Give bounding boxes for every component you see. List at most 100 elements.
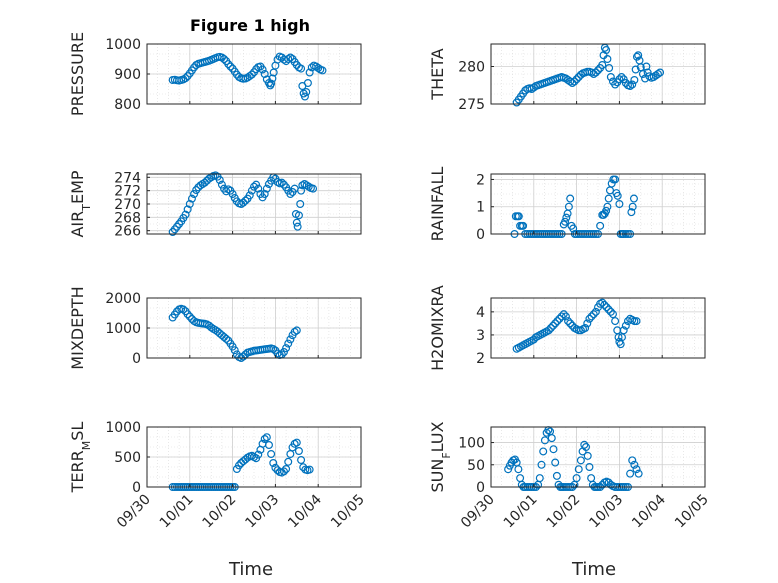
data-point xyxy=(305,465,314,474)
data-point xyxy=(190,190,199,199)
data-point xyxy=(605,63,614,72)
y-tick-label: 0 xyxy=(476,480,485,496)
data-point xyxy=(222,334,231,343)
data-point xyxy=(603,54,612,63)
data-point xyxy=(262,184,271,193)
y-tick-label: 270 xyxy=(114,197,141,213)
data-point xyxy=(629,194,638,203)
data-point xyxy=(626,81,635,90)
data-point xyxy=(181,210,190,219)
data-point xyxy=(628,456,637,465)
y-tick-label: 50 xyxy=(467,458,485,474)
y-axis-label: RAINFALL xyxy=(428,167,447,242)
data-point xyxy=(286,190,295,199)
data-point xyxy=(611,80,620,89)
data-point xyxy=(519,221,528,230)
data-point xyxy=(262,433,271,442)
y-tick-label: 100 xyxy=(458,436,485,452)
data-point xyxy=(606,307,615,316)
x-tick-label: 10/05 xyxy=(672,492,712,532)
data-point xyxy=(286,53,295,62)
data-point xyxy=(179,305,188,314)
data-point xyxy=(309,184,318,193)
data-point xyxy=(207,323,216,332)
data-point xyxy=(269,459,278,468)
data-point xyxy=(277,178,286,187)
data-point xyxy=(589,310,598,319)
x-tick-label: 10/02 xyxy=(200,492,240,532)
data-point xyxy=(626,469,635,478)
data-point xyxy=(245,191,254,200)
data-point xyxy=(297,186,306,195)
data-point xyxy=(566,319,575,328)
data-point xyxy=(297,456,306,465)
data-point xyxy=(254,184,263,193)
data-point xyxy=(268,74,277,83)
data-point xyxy=(559,310,568,319)
data-point xyxy=(602,45,611,54)
y-tick-label: 1 xyxy=(476,200,485,216)
data-point xyxy=(617,72,626,81)
data-point xyxy=(630,460,639,469)
data-point xyxy=(220,54,229,63)
data-point xyxy=(570,77,579,86)
data-point xyxy=(200,178,209,187)
data-point xyxy=(632,465,641,474)
data-point xyxy=(187,194,196,203)
data-point xyxy=(293,222,302,231)
y-tick-label: 266 xyxy=(114,224,141,240)
data-point xyxy=(557,312,566,321)
data-point xyxy=(615,75,624,84)
data-point xyxy=(574,465,583,474)
data-point xyxy=(239,198,248,207)
y-tick-label: 0 xyxy=(476,227,485,243)
data-point xyxy=(279,348,288,357)
data-point xyxy=(247,70,256,79)
data-point xyxy=(514,465,523,474)
x-tick-label: 10/02 xyxy=(544,492,584,532)
y-tick-label: 500 xyxy=(114,450,141,466)
data-point xyxy=(292,326,301,335)
data-point xyxy=(260,435,269,444)
y-tick-label: 2 xyxy=(476,351,485,367)
y-tick-label: 0 xyxy=(132,351,141,367)
data-point xyxy=(566,194,575,203)
data-point xyxy=(279,467,288,476)
data-point xyxy=(583,319,592,328)
data-point xyxy=(628,202,637,211)
data-point xyxy=(656,68,665,77)
x-tick-label: 10/03 xyxy=(242,492,282,532)
data-point xyxy=(572,75,581,84)
data-point xyxy=(297,64,306,73)
x-axis-label-right: Time xyxy=(571,559,616,580)
data-point xyxy=(529,83,538,92)
x-tick-label: 10/04 xyxy=(285,491,325,531)
data-point xyxy=(596,221,605,230)
subplot-h2omixra: 2 3 4 H2OMIXRA xyxy=(428,285,706,371)
data-point xyxy=(549,445,558,454)
y-tick-label: 268 xyxy=(114,210,141,226)
data-point xyxy=(540,436,549,445)
data-point xyxy=(286,335,295,344)
data-point xyxy=(269,345,278,354)
data-point xyxy=(296,200,305,209)
x-tick-label: 10/03 xyxy=(586,492,626,532)
subplot-terr-msl: 0 500 1000 09/30 10/01 10/02 10/03 10/04 10/05 TE… xyxy=(68,420,368,531)
data-point xyxy=(318,66,327,75)
data-point xyxy=(292,438,301,447)
y-tick-label: 272 xyxy=(114,184,141,200)
data-point xyxy=(611,175,620,184)
data-point xyxy=(572,474,581,483)
data-point xyxy=(598,60,607,69)
y-tick-label: 800 xyxy=(114,97,141,113)
data-point xyxy=(564,202,573,211)
y-tick-label: 0 xyxy=(132,480,141,496)
data-point xyxy=(226,62,235,71)
data-point xyxy=(537,460,546,469)
data-point xyxy=(585,463,594,472)
data-point xyxy=(235,461,244,470)
data-point xyxy=(217,180,226,189)
data-point xyxy=(222,187,231,196)
